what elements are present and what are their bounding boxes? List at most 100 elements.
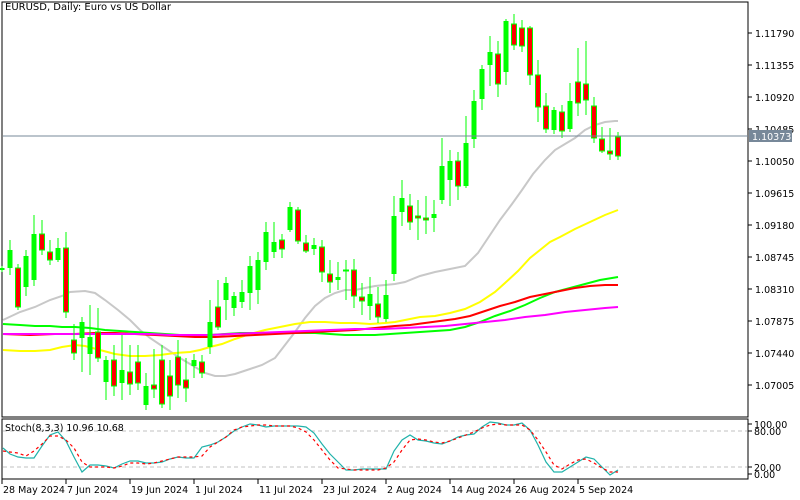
bear-candle-body: [599, 138, 605, 152]
bear-candle-body: [159, 359, 165, 405]
candle: [303, 235, 309, 253]
candle: [63, 232, 69, 318]
candle: [143, 373, 149, 410]
candle: [183, 358, 189, 402]
candle: [487, 36, 493, 86]
stoch-indicator-label: Stoch(8,3,3) 10.96 10.68: [5, 423, 124, 434]
candle: [455, 152, 461, 200]
candle: [407, 194, 413, 230]
candle: [399, 180, 405, 226]
bear-candle-body: [495, 53, 501, 85]
bull-candle-body: [383, 295, 389, 319]
bear-candle-body: [167, 375, 173, 397]
time-tick-label: 26 Aug 2024: [515, 485, 576, 496]
time-tick-label: 1 Jul 2024: [195, 485, 243, 496]
candle: [527, 26, 533, 85]
candle: [199, 355, 205, 378]
candle: [223, 277, 229, 320]
price-tick-label: 1.09615: [755, 189, 794, 200]
candle: [87, 305, 93, 375]
bear-candle-body: [591, 105, 597, 139]
candle: [103, 356, 109, 400]
bear-candle-body: [303, 242, 309, 252]
bull-candle-body: [399, 198, 405, 212]
candlesticks: [0, 14, 621, 410]
bear-candle-body: [215, 306, 221, 328]
candle: [375, 287, 381, 323]
bear-candle-body: [359, 296, 365, 302]
bull-candle-body: [335, 277, 341, 280]
bull-candle-body: [367, 294, 373, 306]
bear-candle-body: [415, 215, 421, 219]
bull-candle-body: [207, 322, 213, 347]
price-axis[interactable]: 1.117901.113551.109201.104851.100501.096…: [748, 29, 794, 392]
candle: [463, 116, 469, 188]
bear-candle-body: [615, 136, 621, 157]
candle: [519, 20, 525, 52]
candle: [551, 107, 557, 134]
bear-candle-body: [183, 379, 189, 389]
bear-candle-body: [583, 83, 589, 101]
candle: [255, 252, 261, 304]
candle: [359, 283, 365, 315]
candle: [231, 292, 237, 316]
bear-candle-body: [15, 267, 21, 308]
price-tick-label: 1.07005: [755, 381, 794, 392]
bull-candle-body: [103, 360, 109, 382]
bull-candle-body: [439, 166, 445, 200]
bear-candle-body: [111, 359, 117, 387]
bear-candle-body: [71, 339, 77, 354]
price-tick-label: 1.07440: [755, 349, 794, 360]
bull-candle-body: [223, 283, 229, 300]
bull-candle-body: [191, 360, 197, 366]
candle: [295, 207, 301, 244]
candle: [191, 354, 197, 378]
bull-candle-body: [463, 143, 469, 186]
candle: [415, 200, 421, 240]
time-axis[interactable]: 28 May 2024 7 Jun 2024 19 Jun 2024 1 Jul 20…: [1, 479, 633, 496]
bull-candle-body: [255, 260, 261, 290]
candle: [31, 215, 37, 286]
candle: [239, 280, 245, 308]
price-tick-label: 1.09180: [755, 221, 794, 232]
bull-candle-body: [311, 245, 317, 249]
bull-candle-body: [87, 337, 93, 354]
main-chart-frame: [1, 1, 749, 418]
chart-title: EURUSD, Daily: Euro vs US Dollar: [5, 2, 172, 13]
candle: [367, 277, 373, 320]
bull-candle-body: [247, 266, 253, 293]
time-tick-label: 5 Sep 2024: [579, 485, 633, 496]
stoch-main-line: [2, 421, 619, 476]
candle: [447, 150, 453, 206]
candle: [207, 300, 213, 354]
time-tick-label: 19 Jun 2024: [131, 485, 188, 496]
candle: [95, 308, 101, 362]
stoch-tick-label: 0.00: [754, 470, 775, 481]
bear-candle-body: [327, 273, 333, 283]
bear-candle-body: [519, 27, 525, 47]
bear-candle-body: [63, 247, 69, 313]
bear-candle-body: [95, 331, 101, 359]
candle: [335, 262, 341, 290]
candle: [215, 280, 221, 330]
candle: [423, 196, 429, 234]
bull-candle-body: [479, 69, 485, 99]
candle: [7, 240, 13, 275]
bear-candle-body: [151, 384, 157, 390]
candle: [495, 41, 501, 97]
candle: [583, 41, 589, 115]
bear-candle-body: [607, 150, 613, 155]
price-tick-label: 1.11355: [755, 61, 794, 72]
candle: [15, 264, 21, 310]
bull-candle-body: [287, 207, 293, 230]
candle: [535, 60, 541, 122]
time-tick-label: 2 Aug 2024: [387, 485, 442, 496]
candle: [311, 238, 317, 255]
bear-candle-body: [527, 27, 533, 76]
bull-candle-body: [143, 386, 149, 405]
candle: [55, 238, 61, 262]
time-tick-label: 11 Jul 2024: [259, 485, 313, 496]
candle: [383, 280, 389, 322]
